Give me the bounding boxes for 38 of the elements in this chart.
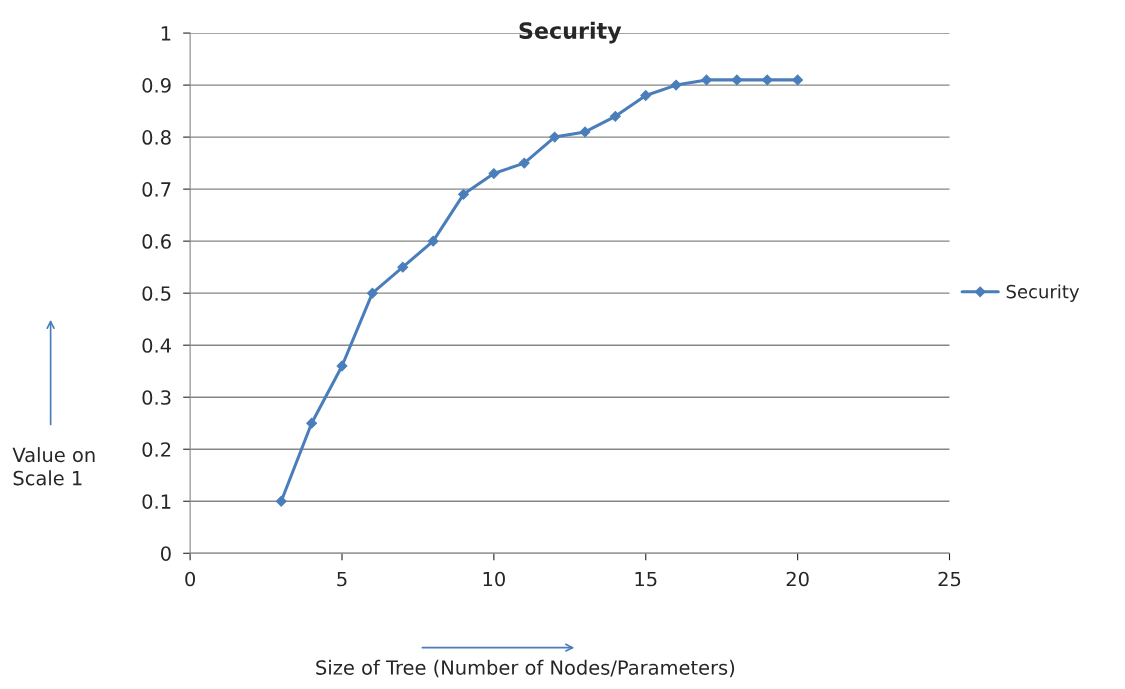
point [518,157,530,169]
y-tick-label: 0.6 [142,234,171,249]
x-tick-label: 0 [185,571,196,587]
x-tick-label: 10 [483,571,505,587]
point [427,235,439,247]
y-tick-label: 0.3 [142,390,171,405]
y-tick-label: 0.8 [142,130,171,145]
y-tick-label: 0.9 [142,78,171,93]
point [670,79,682,91]
y-tick-label: 0.5 [142,286,171,301]
point [275,495,287,507]
y-tick-label: 0 [160,546,171,561]
x-tick-label: 5 [337,571,347,587]
y-tick-label: 0.1 [142,494,171,509]
point [397,261,409,273]
y-tick-label: 0.2 [142,442,171,457]
point [488,168,500,179]
chart-title: Security [519,21,622,44]
x-tick-label: 15 [635,571,657,587]
y-tick-label: 0.7 [142,182,171,197]
point [336,360,348,372]
point [549,131,561,143]
legend-label: Security [1006,284,1080,302]
point [792,74,804,86]
x-axis-title: Size of Tree (Number of Nodes/Parameters) [316,659,735,678]
y-axis-title: Value on Scale 1 [12,447,95,486]
point [640,90,652,101]
y-tick-label: 0.4 [142,338,171,353]
point [366,287,378,299]
point [731,74,743,86]
point [579,126,591,138]
y-tick-label: 1 [161,26,171,41]
point [609,110,621,122]
point [306,417,318,429]
point [458,188,469,200]
point [701,74,712,86]
x-tick-label: 25 [938,571,961,587]
x-tick-label: 20 [786,571,809,587]
